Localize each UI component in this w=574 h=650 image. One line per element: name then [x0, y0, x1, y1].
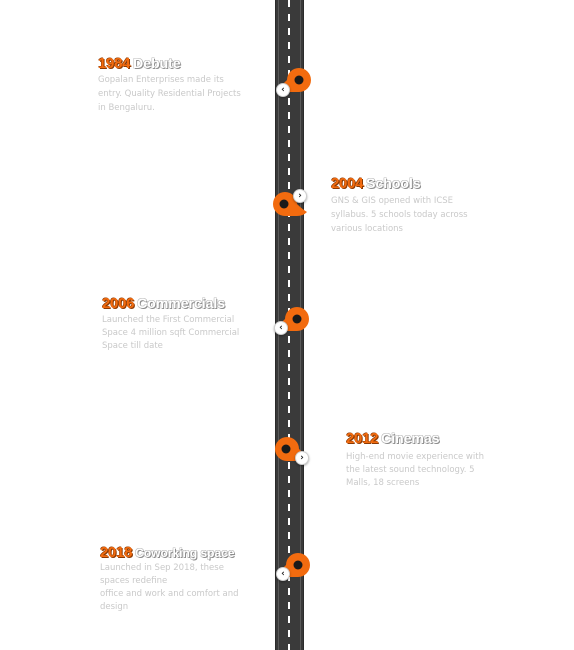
timeline-entry-heading: 2012 Cinemas — [346, 430, 494, 446]
timeline-title: Commercials — [137, 295, 226, 311]
previous-arrow-icon[interactable]: ‹ — [276, 83, 290, 97]
timeline-title: Cinemas — [381, 430, 440, 446]
timeline-entry-heading: 2006 Commercials — [102, 295, 247, 311]
timeline-year: 2018 — [100, 544, 133, 561]
timeline-title: Coworking space — [135, 546, 235, 560]
timeline-description-line: Launched in Sep 2018, these spaces redef… — [100, 563, 224, 586]
timeline-description-line: office and work and comfort and design — [100, 589, 239, 612]
timeline-entry-2006: 2006 Commercials Launched the First Comme… — [102, 295, 247, 353]
map-pin-icon — [274, 434, 314, 468]
timeline-entry-1984: 1984 Debute Gopalan Enterprises made its … — [98, 55, 248, 115]
timeline-entry-2012: 2012 Cinemas High-end movie experience wi… — [346, 430, 494, 490]
timeline-description: Launched in Sep 2018, these spaces redef… — [100, 562, 250, 614]
timeline-description: GNS & GIS opened with ICSE syllabus. 5 s… — [331, 196, 468, 234]
previous-arrow-icon[interactable]: ‹ — [274, 321, 288, 335]
map-pin-icon — [272, 189, 312, 223]
timeline-entry-heading: 1984 Debute — [98, 55, 248, 71]
timeline-year: 2004 — [331, 175, 364, 192]
timeline-year: 2006 — [102, 295, 135, 312]
timeline-entry-heading: 2004 Schools — [331, 175, 491, 191]
next-arrow-icon[interactable]: › — [293, 189, 307, 203]
previous-arrow-icon[interactable]: ‹ — [276, 567, 290, 581]
timeline-description: Gopalan Enterprises made its entry. Qual… — [98, 75, 241, 113]
timeline-year: 2012 — [346, 430, 379, 447]
timeline-entry-2004: 2004 Schools GNS & GIS opened with ICSE s… — [331, 175, 491, 236]
timeline-year: 1984 — [98, 55, 131, 72]
timeline-entry-2018: 2018 Coworking space Launched in Sep 2018… — [100, 544, 250, 614]
timeline-title: Debute — [133, 55, 181, 71]
next-arrow-icon[interactable]: › — [295, 451, 309, 465]
timeline-entry-heading: 2018 Coworking space — [100, 544, 250, 560]
timeline-description: Launched the First Commercial Space 4 mi… — [102, 315, 240, 351]
timeline-description: High-end movie experience with the lates… — [346, 452, 484, 488]
timeline-title: Schools — [366, 175, 421, 191]
